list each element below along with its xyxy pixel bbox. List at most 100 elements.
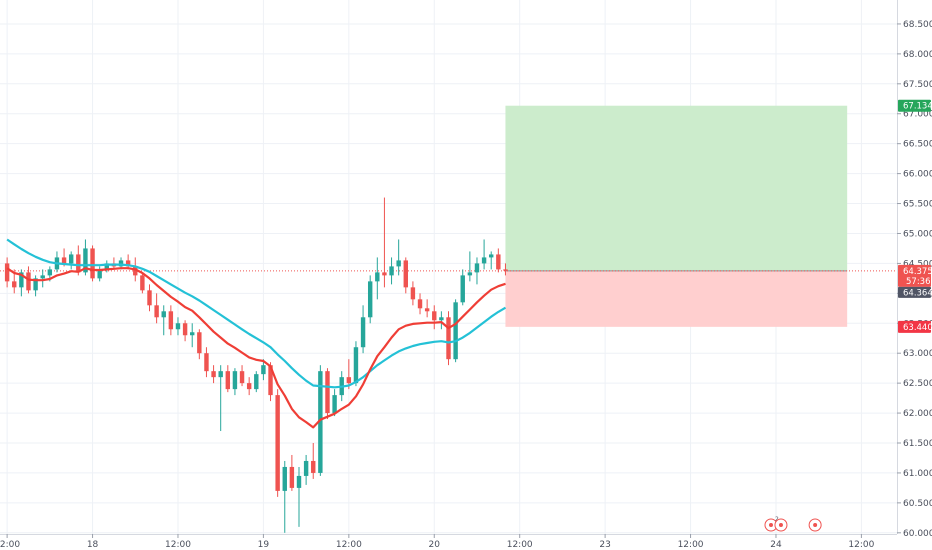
candle-down (12, 281, 17, 288)
stop-loss-zone (505, 270, 848, 327)
candle-up (453, 302, 458, 360)
candle-up (232, 371, 238, 390)
candle-down (211, 371, 216, 378)
candle-down (503, 269, 508, 271)
long-position-tool[interactable] (505, 105, 848, 327)
candle-down (382, 272, 387, 276)
y-tick-label: 68.000 (903, 50, 932, 60)
y-tick-label: 61.500 (903, 439, 932, 449)
ema-fast-line (6, 267, 506, 429)
candle-down (403, 260, 408, 288)
time-axis[interactable]: 12:00 18 12:00 19 12:00 20 12:00 23 12:00 24 12:00 (0, 534, 897, 550)
y-tick-label: 62.000 (903, 409, 932, 419)
y-tick-label: 61.000 (903, 469, 932, 479)
event-marker[interactable] (774, 518, 788, 532)
ema-price-tag-bg (898, 286, 931, 298)
candle-up (47, 269, 53, 276)
candle-down (154, 305, 159, 318)
candle-down (168, 311, 174, 330)
stop-price-tag-bg (898, 320, 931, 333)
candle-up (360, 317, 366, 348)
candle-down (239, 371, 245, 384)
candle-up (254, 374, 259, 390)
candle-up (175, 323, 181, 330)
x-tick-label: 24 (770, 540, 782, 550)
bar-countdown: 57:36 (906, 277, 931, 287)
candle-up (190, 332, 195, 336)
candle-up (296, 475, 302, 488)
event-marker-dot (778, 523, 783, 527)
candle-up (389, 266, 394, 276)
candle-up (33, 278, 38, 291)
candle-up (303, 460, 309, 476)
candle-up (481, 257, 487, 264)
event-marker[interactable] (808, 518, 822, 532)
candle-up (439, 317, 444, 321)
target-price-tag: 67.134 (903, 102, 932, 112)
event-marker-dot (813, 523, 818, 527)
candle-up (218, 371, 223, 378)
candles (4, 197, 508, 533)
candle-up (104, 263, 109, 270)
candle-down (204, 353, 209, 372)
y-tick-label: 60.000 (903, 529, 932, 539)
y-tick-label: 64.500 (903, 259, 932, 269)
last-price-tag: 64.375 (903, 267, 932, 277)
event-markers[interactable]: 2 (764, 516, 822, 532)
event-marker-badge: 2 (775, 516, 779, 523)
candle-up (83, 248, 88, 273)
candle-down (140, 275, 145, 291)
x-tick-label: 12:00 (507, 540, 533, 550)
candle-up (332, 395, 337, 414)
y-tick-label: 66.000 (903, 170, 932, 180)
x-tick-label: 12:00 (678, 540, 704, 550)
candle-up (161, 311, 166, 318)
candle-down (125, 260, 131, 267)
candle-down (147, 290, 152, 306)
candle-down (496, 254, 501, 270)
candle-down (197, 332, 202, 354)
candle-up (489, 254, 494, 258)
last-price-tag-bg (898, 264, 931, 287)
candle-up (460, 275, 465, 303)
candle-down (225, 371, 231, 390)
candle-up (353, 347, 359, 384)
x-tick-label: 12:00 (336, 540, 362, 550)
event-marker[interactable]: 2 (764, 516, 779, 532)
x-tick-label: 12:00 (165, 540, 191, 550)
y-tick-label: 65.500 (903, 200, 932, 210)
y-tick-label: 67.000 (903, 110, 932, 120)
candle-up (396, 260, 401, 267)
moving-averages (6, 238, 507, 429)
candle-down (289, 466, 295, 488)
candle-up (474, 263, 480, 273)
x-tick-label: 20 (429, 540, 441, 550)
candle-down (133, 266, 138, 276)
candle-up (467, 272, 473, 276)
candle-up (367, 281, 373, 318)
time-axis-background (0, 534, 897, 550)
ema-price-tag: 64.364 (903, 288, 932, 298)
candle-down (4, 263, 10, 282)
y-tick-label: 62.500 (903, 379, 932, 389)
candle-down (346, 377, 352, 384)
y-tick-label: 60.500 (903, 499, 932, 509)
stop-price-tag: 63.440 (903, 323, 932, 333)
y-tick-label: 66.500 (903, 140, 932, 150)
x-tick-label: 19 (258, 540, 270, 550)
candle-up (19, 272, 24, 288)
candle-down (311, 460, 316, 473)
x-tick-label: 23 (599, 540, 610, 550)
event-marker-dot (768, 523, 773, 527)
candle-down (417, 299, 423, 309)
candle-down (446, 317, 451, 360)
candle-up (68, 254, 74, 264)
candle-down (432, 311, 437, 321)
y-tick-label: 65.000 (903, 229, 932, 239)
candle-down (76, 254, 81, 273)
candle-up (118, 260, 124, 267)
candle-up (282, 466, 287, 491)
candle-down (268, 365, 273, 396)
